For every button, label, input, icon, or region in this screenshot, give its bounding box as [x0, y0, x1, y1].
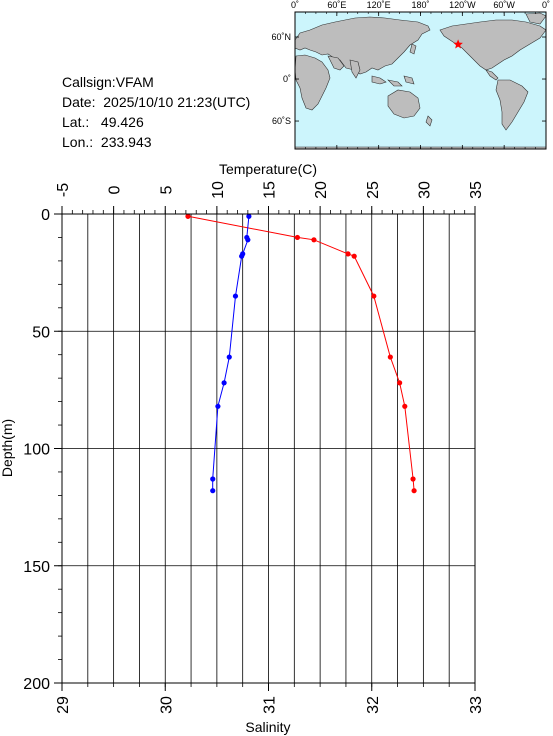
map-ticks: 0˚ 60˚E 120˚E 180˚ 120˚W 60˚W 0˚ 60˚N 0˚ 60˚S — [271, 0, 550, 149]
temperature-axis-title: Temperature(C) — [219, 161, 317, 177]
australia-landmass — [387, 89, 421, 119]
map-lat-label: 60˚S — [272, 116, 291, 126]
temperature-data-point — [345, 251, 351, 257]
salinity-data-point — [215, 403, 221, 409]
temperature-axis: -5 0 5 10 15 20 25 30 35 — [55, 181, 485, 214]
lat-row: Lat.: 49.426 — [62, 112, 250, 132]
salinity-data-point — [245, 237, 251, 243]
callsign-row: Callsign:VFAM — [62, 72, 250, 92]
temperature-tick-label: 5 — [158, 185, 175, 194]
temperature-tick-label: 15 — [262, 181, 279, 199]
depth-tick-label: 200 — [23, 676, 50, 693]
temperature-tick-label: 20 — [313, 181, 330, 199]
series-layer — [185, 213, 417, 494]
salinity-data-point — [232, 293, 239, 299]
map-marker — [453, 39, 463, 49]
map-lon-label: 120˚W — [449, 0, 476, 10]
plot-frame — [61, 213, 476, 684]
temperature-data-point — [294, 234, 301, 241]
lat-value: 49.426 — [100, 114, 144, 130]
lat-label: Lat.: — [62, 114, 90, 130]
salinity-axis-title: Salinity — [245, 719, 290, 735]
lon-row: Lon.: 233.943 — [62, 132, 250, 152]
salinity-tick-label: 29 — [55, 696, 72, 714]
temperature-tick-label: 35 — [468, 181, 485, 199]
star-icon — [453, 39, 463, 49]
eurasia-landmass — [294, 16, 431, 75]
south-america-landmass — [495, 79, 529, 131]
depth-tick-label: 0 — [41, 207, 50, 224]
salinity-data-point — [210, 488, 216, 494]
salinity-axis: 29 30 31 32 33 — [55, 683, 485, 714]
map-lon-label: 180˚ — [411, 0, 429, 10]
depth-axis: 0 50 100 150 200 — [23, 207, 62, 693]
north-america-landmass — [439, 19, 547, 71]
central-america-landmass — [485, 69, 499, 81]
salinity-tick-label: 32 — [365, 696, 382, 714]
southeast-asia-islands — [371, 75, 415, 87]
temperature-tick-label: 0 — [107, 185, 124, 194]
date-value: 2025/10/10 21:23(UTC) — [103, 94, 251, 110]
date-row: Date: 2025/10/10 21:23(UTC) — [62, 92, 250, 112]
map-lon-label: 60˚W — [493, 0, 515, 10]
date-label: Date: — [62, 94, 96, 110]
map-lat-label: 0˚ — [283, 74, 291, 84]
salinity-tick-label: 30 — [158, 696, 175, 714]
temperature-data-point — [311, 237, 317, 243]
lon-label: Lon.: — [62, 134, 94, 150]
salinity-data-point — [226, 354, 232, 360]
salinity-tick-label: 33 — [468, 696, 485, 714]
temperature-tick-label: 30 — [416, 181, 433, 199]
callsign-value: VFAM — [115, 74, 154, 90]
map-lon-label: 0˚ — [542, 0, 550, 10]
arabia-india-landmass — [327, 55, 361, 79]
map-lon-label: 120˚E — [367, 0, 391, 10]
salinity-data-point — [239, 253, 245, 259]
temperature-tick-label: -5 — [55, 183, 72, 197]
temperature-data-point — [410, 476, 416, 482]
new-zealand-landmass — [425, 115, 433, 127]
temperature-tick-label: 10 — [210, 181, 227, 199]
depth-tick-label: 100 — [23, 442, 50, 459]
temperature-data-point — [397, 380, 403, 386]
map-lon-label: 60˚E — [327, 0, 346, 10]
temperature-tick-label: 25 — [365, 181, 382, 199]
salinity-data-point — [210, 476, 216, 482]
greenland-landmass — [525, 12, 547, 25]
depth-tick-label: 50 — [32, 324, 50, 341]
japan-landmass — [409, 43, 417, 55]
station-info: Callsign:VFAM Date: 2025/10/10 21:23(UTC… — [62, 72, 250, 152]
map-lon-label: 0˚ — [291, 0, 299, 10]
temperature-data-point — [402, 403, 408, 409]
temperature-data-point — [351, 253, 357, 259]
depth-axis-title: Depth(m) — [0, 419, 15, 477]
callsign-label: Callsign: — [62, 74, 116, 90]
salinity-data-point — [246, 213, 252, 219]
salinity-data-point — [221, 380, 227, 386]
temperature-data-point — [411, 488, 417, 494]
map-lat-label: 60˚N — [271, 32, 291, 42]
depth-tick-label: 150 — [23, 559, 50, 576]
temperature-data-point — [371, 293, 377, 299]
temperature-data-point — [185, 213, 191, 219]
lon-value: 233.943 — [100, 134, 152, 150]
africa-landmass — [294, 54, 331, 111]
temperature-data-point — [387, 354, 393, 360]
salinity-tick-label: 31 — [262, 696, 279, 714]
